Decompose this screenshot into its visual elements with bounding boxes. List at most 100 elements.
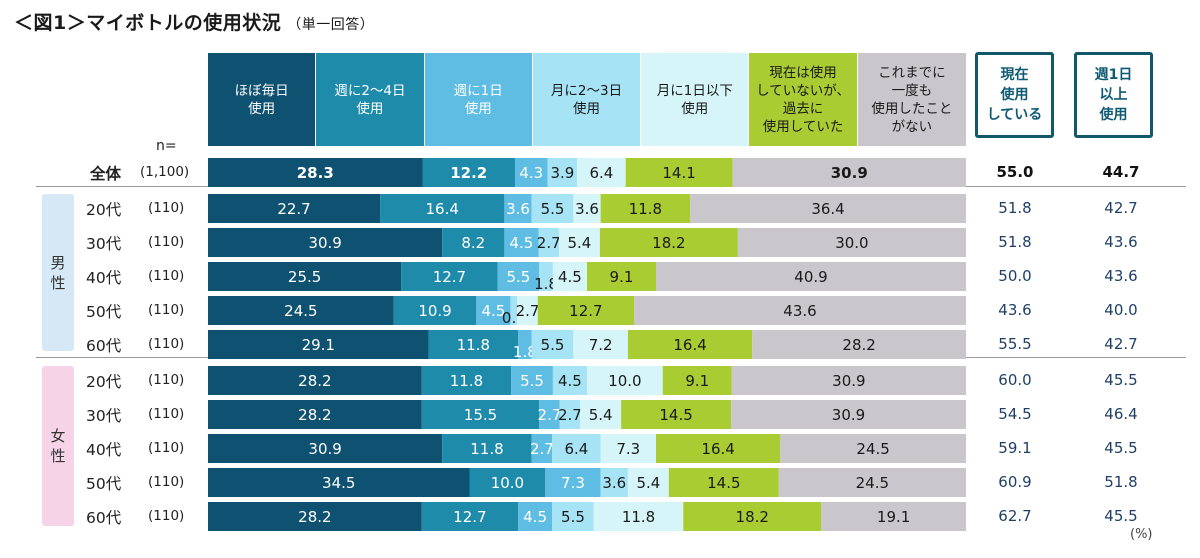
bar-value-label: 16.4: [426, 200, 459, 218]
bar-segment: [208, 330, 429, 359]
value-currently-using: 51.8: [998, 233, 1032, 251]
bar-segment: [208, 262, 402, 291]
bar-value-label: 5.4: [567, 234, 591, 252]
bar-segment: [469, 468, 546, 497]
chart-title: ＜図1＞マイボトルの使用状況 （単一回答）: [14, 12, 375, 34]
row-sample-size: (110): [148, 234, 185, 250]
bar-value-label: 43.6: [783, 302, 816, 320]
row-sample-size: (110): [148, 336, 185, 352]
bar-segment: [683, 502, 822, 531]
bar-value-label: 4.5: [510, 234, 534, 252]
row-sample-size: (110): [148, 200, 185, 216]
bar-value-label: 2.7: [538, 406, 562, 424]
bar-segment: [421, 400, 540, 429]
bar-value-label: 34.5: [322, 474, 355, 492]
bar-segment: [497, 262, 540, 291]
value-weekly-plus: 45.5: [1104, 371, 1138, 389]
bar-value-label: 30.9: [308, 234, 341, 252]
bar-value-label: 28.2: [298, 508, 331, 526]
group-female: 女性: [42, 366, 74, 526]
bar-segment: [538, 228, 559, 257]
chart-subtitle: （単一回答）: [287, 17, 375, 33]
row-label: 60代: [86, 337, 122, 355]
bar-value-label: 18.2: [736, 508, 769, 526]
bar-segment: [208, 502, 422, 531]
group-label-char: 男: [50, 253, 66, 272]
bar-segment: [537, 296, 634, 325]
legend-header-2: 週に2〜4日 使用: [316, 53, 424, 146]
bar-value-label: 14.5: [707, 474, 740, 492]
bar-value-label: 28.2: [298, 372, 331, 390]
bar-segment: [668, 468, 779, 497]
value-currently-using: 60.0: [998, 371, 1032, 389]
bar-segment: [558, 228, 600, 257]
bar-value-label: 4.5: [523, 508, 547, 526]
bar-segment: [514, 158, 548, 187]
value-currently-using: 43.6: [998, 301, 1032, 319]
bar-value-label: 28.3: [297, 164, 334, 182]
value-weekly-plus: 43.6: [1104, 267, 1138, 285]
bar-value-label: 30.0: [835, 234, 868, 252]
bar-value-label: 7.3: [616, 440, 640, 458]
bar-value-label: 2.7: [530, 440, 554, 458]
value-currently-using: 51.8: [998, 199, 1032, 217]
bar-segment: [662, 366, 732, 395]
bar-segment: [539, 400, 560, 429]
bar-segment: [600, 194, 691, 223]
n-label: n=: [156, 138, 177, 154]
bar-value-label: 14.5: [659, 406, 692, 424]
bar-segment: [559, 400, 581, 429]
bar-segment: [421, 366, 512, 395]
value-currently-using: 55.0: [996, 163, 1034, 181]
bar-value-label: 16.4: [673, 336, 706, 354]
bar-segment: [504, 228, 539, 257]
bar-value-label: 9.1: [685, 372, 709, 390]
value-weekly-plus: 45.5: [1104, 439, 1138, 457]
bar-segment: [552, 502, 594, 531]
row-sample-size: (110): [148, 372, 185, 388]
row-sample-size: (110): [148, 508, 185, 524]
header-currently-using: 現在 使用 している: [975, 52, 1054, 138]
bar-segment: [778, 468, 966, 497]
bar-value-label: 6.4: [589, 164, 613, 182]
bar-segment: [545, 468, 601, 497]
bar-segment: [600, 434, 656, 463]
row-label: 40代: [86, 269, 122, 287]
bar-value-label: 3.6: [602, 474, 626, 492]
bar-value-label: 6.4: [564, 440, 588, 458]
bar-segment: [577, 158, 626, 187]
row-sample-size: (110): [148, 302, 185, 318]
bar-segment: [208, 366, 422, 395]
bar-segment: [621, 400, 732, 429]
bar-segment: [531, 434, 553, 463]
value-currently-using: 54.5: [998, 405, 1032, 423]
bar-segment: [821, 502, 966, 531]
bar-value-label: 11.8: [629, 200, 662, 218]
value-weekly-plus: 46.4: [1104, 405, 1138, 423]
bar-value-label: 7.3: [561, 474, 585, 492]
bar-segment: [587, 262, 656, 291]
bar-value-label: 3.9: [550, 164, 574, 182]
bar-segment: [421, 502, 519, 531]
bar-value-label: 5.5: [561, 508, 585, 526]
bar-value-label: 4.5: [481, 302, 505, 320]
bar-value-label: 12.7: [433, 268, 466, 286]
row-label: 20代: [86, 373, 122, 391]
row-sample-size: (110): [148, 406, 185, 422]
value-weekly-plus: 44.7: [1102, 163, 1140, 181]
bar-value-label: 25.5: [288, 268, 321, 286]
bar-segment: [208, 434, 443, 463]
bar-value-label: 30.9: [308, 440, 341, 458]
bar-segment: [393, 296, 477, 325]
bar-value-label: 5.5: [520, 372, 544, 390]
bar-value-label: 16.4: [701, 440, 734, 458]
bar-value-label: 10.9: [418, 302, 451, 320]
bar-value-label: 1.8: [534, 275, 558, 293]
row-label: 50代: [86, 475, 122, 493]
bar-value-label: 5.5: [541, 336, 565, 354]
bar-value-label: 4.5: [558, 268, 582, 286]
bar-segment: [442, 228, 505, 257]
row-label: 60代: [86, 509, 122, 527]
bar-segment: [517, 296, 538, 325]
bar-segment: [634, 296, 966, 325]
